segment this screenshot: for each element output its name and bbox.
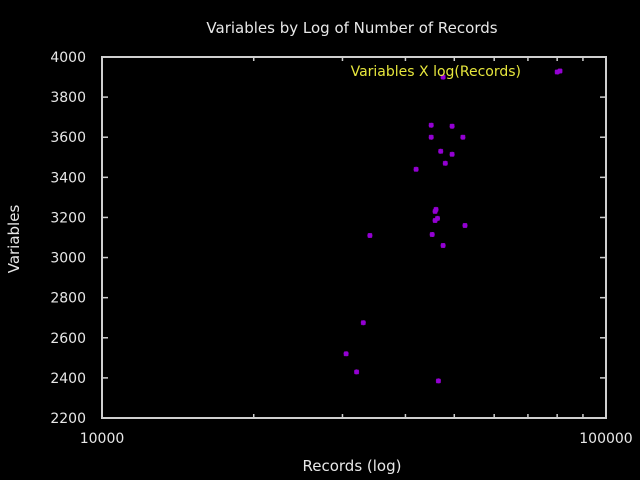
- y-tick-label: 3600: [50, 130, 86, 146]
- y-tick-label: 2600: [50, 331, 86, 347]
- data-point: [435, 378, 441, 384]
- data-points: [343, 69, 560, 384]
- legend-marker: [557, 68, 563, 74]
- data-point: [460, 134, 466, 140]
- y-tick-label: 2400: [50, 371, 86, 387]
- x-tick-label: 10000: [80, 431, 125, 447]
- legend-marker-glyph: [557, 68, 563, 74]
- data-point: [449, 123, 455, 129]
- y-tick-label: 4000: [50, 50, 86, 66]
- x-axis-label: Records (log): [303, 457, 402, 475]
- y-tick-label: 3800: [50, 90, 86, 106]
- data-point: [432, 217, 438, 224]
- y-tick-label: 3000: [50, 251, 86, 267]
- x-tick-label: 100000: [579, 431, 632, 447]
- data-point: [413, 166, 419, 172]
- data-point: [442, 160, 448, 166]
- chart-title: Variables by Log of Number of Records: [206, 19, 497, 37]
- data-point: [440, 242, 446, 249]
- y-tick-label: 2200: [50, 411, 86, 427]
- data-point: [343, 351, 349, 357]
- data-point: [438, 148, 444, 154]
- data-point: [367, 232, 373, 239]
- data-point: [462, 222, 468, 229]
- y-axis-label: Variables: [5, 205, 23, 274]
- data-point: [428, 134, 434, 140]
- data-point: [449, 151, 455, 157]
- data-point: [354, 369, 360, 375]
- data-point: [432, 208, 438, 214]
- y-tick-label: 3400: [50, 170, 86, 186]
- axes: 2200 2400 2600 2800 3000 3200 3400 3600 3800 4000…: [50, 50, 632, 447]
- y-tick-label: 3200: [50, 210, 86, 226]
- data-point: [440, 74, 446, 80]
- data-point: [429, 231, 435, 238]
- data-point: [428, 122, 434, 128]
- plot-frame: [101, 56, 607, 419]
- legend-label: Variables X log(Records): [351, 64, 521, 80]
- y-tick-label: 2800: [50, 291, 86, 307]
- data-point: [360, 320, 366, 326]
